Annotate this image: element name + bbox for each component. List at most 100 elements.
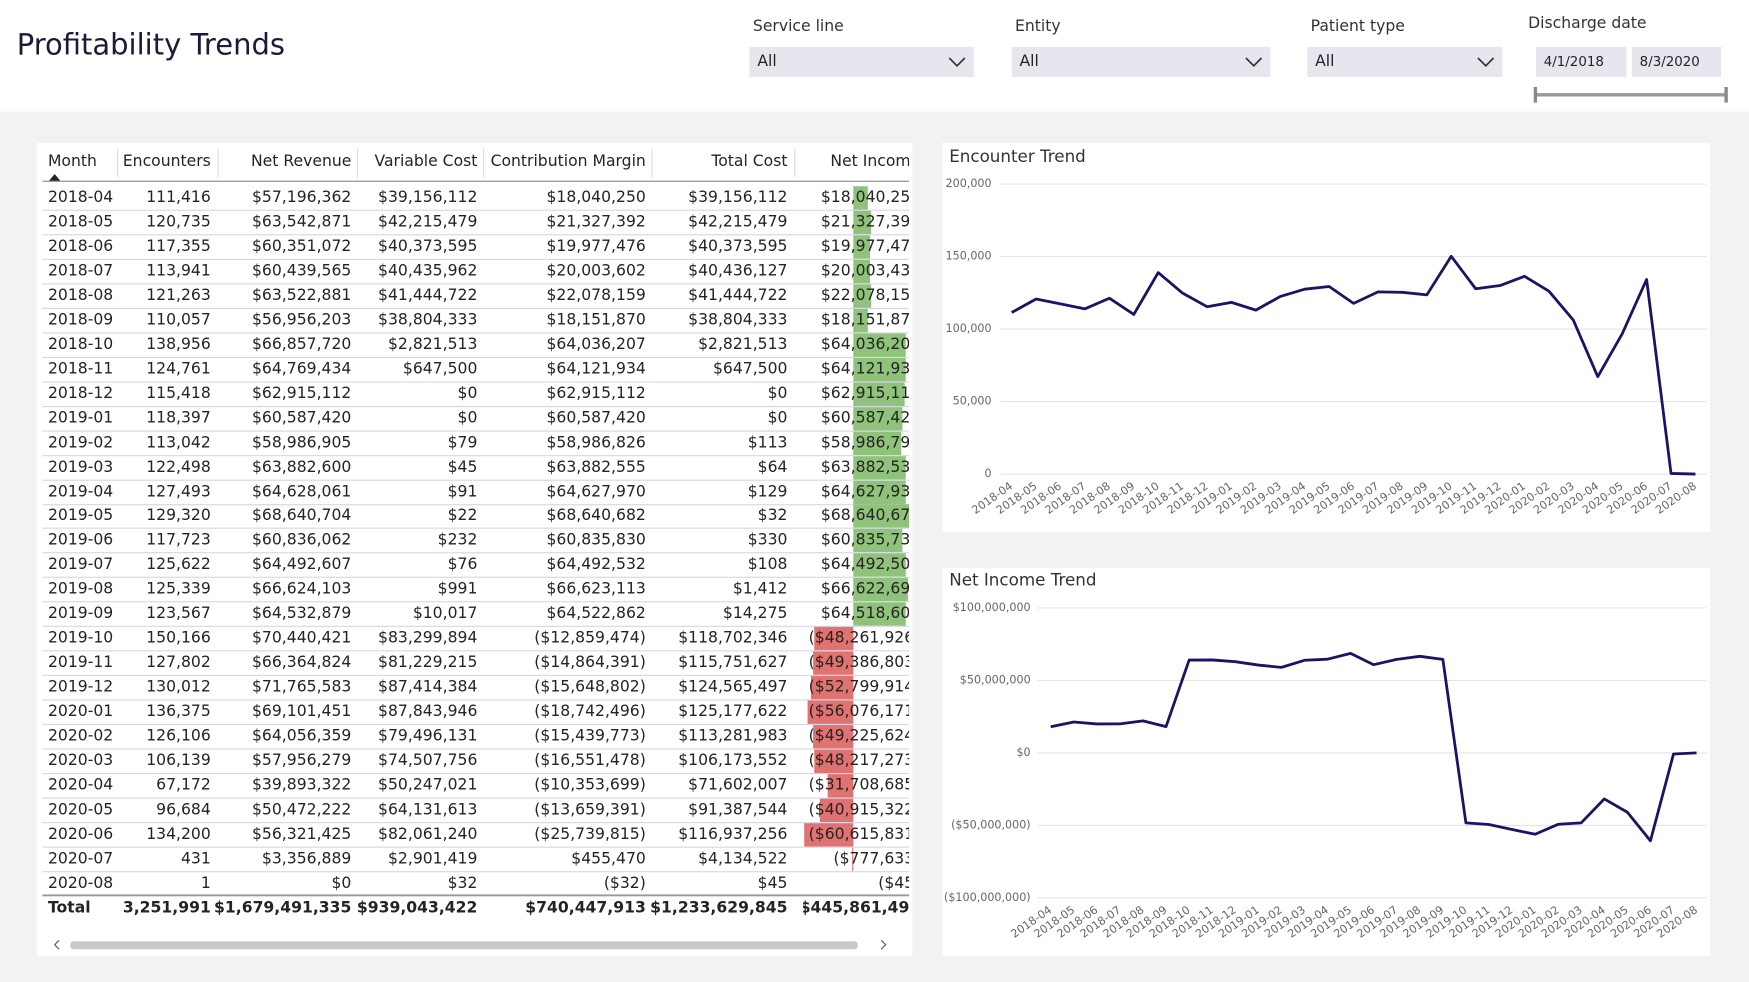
table-cell: $64,627,970 <box>546 482 646 501</box>
row-line <box>42 405 910 407</box>
date-input[interactable]: 4/1/2018 <box>1535 46 1627 77</box>
chart-title: Encounter Trend <box>949 146 1086 166</box>
table-cell: $2,901,419 <box>387 849 478 868</box>
chevron <box>1245 57 1263 67</box>
table-cell: $81,229,215 <box>378 653 478 672</box>
row-line <box>42 430 910 432</box>
table-cell: $647,500 <box>712 359 788 378</box>
table-cell: ($18,742,496) <box>534 702 646 721</box>
table-cell: $108 <box>747 555 788 574</box>
clip: $64,627,932 <box>803 480 909 502</box>
clip: $64,492,500 <box>803 554 909 576</box>
table-cell: 2019-02 <box>47 433 114 452</box>
clip: ($45) <box>803 872 909 894</box>
table-cell: $64,532,879 <box>252 604 352 623</box>
row-line <box>42 846 910 848</box>
clip: ($49,386,803) <box>803 652 909 674</box>
row-line <box>42 797 910 799</box>
table-cell: 134,200 <box>146 825 211 844</box>
table-cell: $91,387,544 <box>688 800 788 819</box>
clip: $21,327,392 <box>803 211 909 233</box>
row-line <box>42 577 910 579</box>
table-cell: $58,986,792 <box>820 433 909 452</box>
table-cell: $60,587,420 <box>546 408 646 427</box>
clip: $60,587,420 <box>803 407 909 429</box>
sort-indicator <box>49 174 61 181</box>
table-cell: 2018-12 <box>47 384 114 403</box>
data-bar <box>853 578 908 602</box>
y-tick-label: $50,000,000 <box>960 673 1031 686</box>
table-cell: $41,444,722 <box>688 286 788 305</box>
dropdown[interactable]: All <box>749 46 974 77</box>
row-line <box>42 699 910 701</box>
table-cell: $14,275 <box>722 604 788 623</box>
table-cell: $63,882,555 <box>546 457 646 476</box>
table-cell: $69,101,451 <box>252 702 352 721</box>
row-line <box>42 332 910 334</box>
table-panel <box>36 142 913 956</box>
column-divider <box>217 148 219 178</box>
table-cell: $41,444,722 <box>378 286 478 305</box>
date-slider[interactable] <box>1528 85 1734 107</box>
filter-label: Patient type <box>1310 17 1405 36</box>
table-cell: $60,587,420 <box>820 408 909 427</box>
data-bar <box>853 235 870 259</box>
dropdown[interactable]: All <box>1307 46 1503 77</box>
table-cell: 138,956 <box>146 335 211 354</box>
table-cell: 2019-07 <box>47 555 114 574</box>
data-bar <box>853 431 902 455</box>
table-cell: 2019-11 <box>47 653 114 672</box>
data-bar <box>827 774 854 798</box>
table-cell: 117,723 <box>146 531 211 550</box>
data-bar <box>853 357 906 382</box>
table-cell: $0 <box>331 874 352 893</box>
table-cell: 110,057 <box>146 310 211 329</box>
clip: $66,622,691 <box>803 578 909 600</box>
table-cell: $330 <box>747 531 788 550</box>
table-cell: $68,640,704 <box>252 506 352 525</box>
table-cell: $40,373,595 <box>688 237 788 256</box>
table-cell: 2020-01 <box>47 702 114 721</box>
table-cell: $0 <box>457 384 478 403</box>
table-cell: ($40,915,322) <box>808 800 910 819</box>
dropdown[interactable]: All <box>1011 46 1271 77</box>
table-cell: 2019-04 <box>47 482 114 501</box>
row-line <box>42 307 910 309</box>
table-cell: $50,472,222 <box>252 800 352 819</box>
table-cell: $62,915,112 <box>252 384 352 403</box>
total-cell: $445,861,490 <box>803 899 910 917</box>
table-cell: 2020-06 <box>47 825 114 844</box>
table-cell: $455,470 <box>571 849 646 868</box>
table-cell: 2018-08 <box>47 286 114 305</box>
date-input[interactable]: 8/3/2020 <box>1631 46 1722 77</box>
data-bar <box>853 504 910 529</box>
table-cell: ($49,386,803) <box>808 653 910 672</box>
clip: $64,121,934 <box>803 358 909 380</box>
table-cell: 2020-04 <box>47 776 114 795</box>
row-line <box>42 479 910 481</box>
clip: ($777,633) <box>803 848 910 870</box>
table-cell: 2019-09 <box>47 604 114 623</box>
table-cell: $71,602,007 <box>688 776 788 795</box>
table-cell: 67,172 <box>156 776 211 795</box>
column-header: Month <box>47 152 97 171</box>
clip: ($60,615,831) <box>803 823 909 845</box>
y-tick-label: 200,000 <box>946 177 992 190</box>
data-bar <box>853 602 906 627</box>
table-cell: 117,355 <box>146 237 211 256</box>
table-cell: $64,628,061 <box>252 482 352 501</box>
table-cell: 136,375 <box>146 702 211 721</box>
column-header: Variable Cost <box>374 152 478 171</box>
table-cell: $70,440,421 <box>252 629 352 648</box>
table-cell: ($25,739,815) <box>534 825 646 844</box>
table-cell: 123,567 <box>146 604 211 623</box>
table-cell: $125,177,622 <box>678 702 788 721</box>
data-bar <box>853 480 906 504</box>
row-line <box>42 748 910 750</box>
table-cell: $39,893,322 <box>252 776 352 795</box>
table-cell: 125,339 <box>146 580 211 599</box>
scrollbar[interactable] <box>37 935 913 955</box>
table-cell: 127,802 <box>146 653 211 672</box>
clip: ($48,261,926) <box>803 627 909 649</box>
